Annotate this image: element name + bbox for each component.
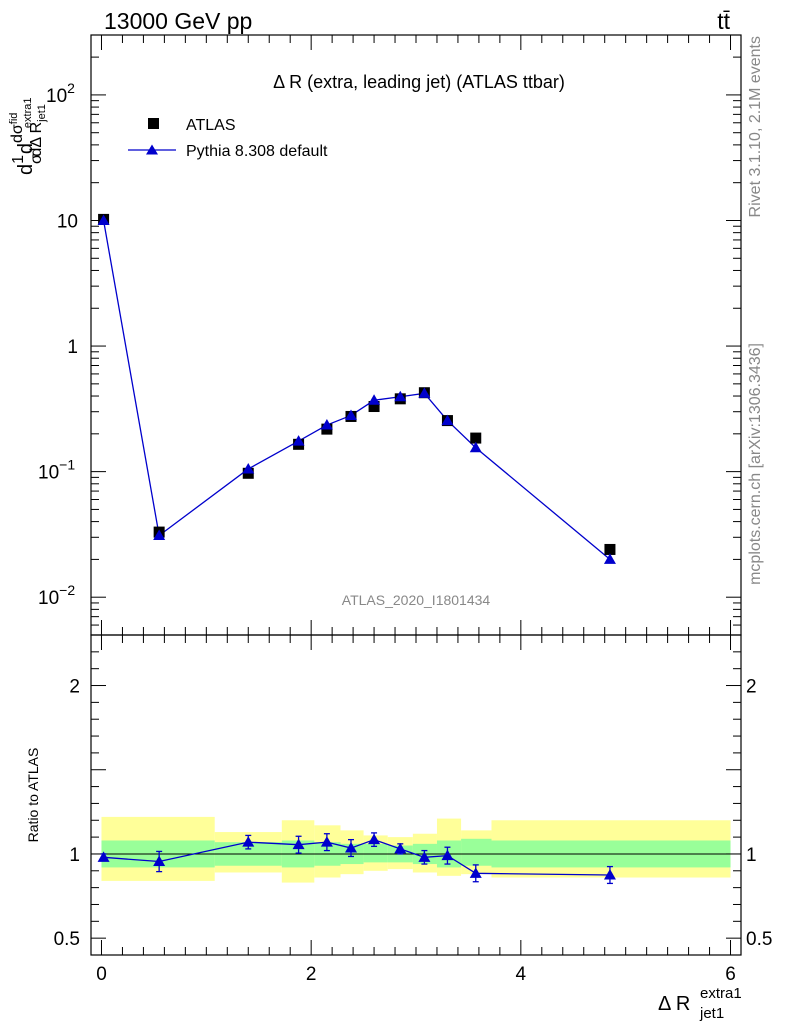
mc-point <box>469 441 482 453</box>
ratio-ylabel: Ratio to ATLAS <box>25 748 41 843</box>
mcplots-label: mcplots.cern.ch [arXiv:1306.3436] <box>747 343 764 585</box>
atlas-point <box>470 432 482 444</box>
ratio-mc-point <box>345 842 357 853</box>
ratio-ytick-label-right: 0.5 <box>746 929 772 950</box>
ratio-band-inner <box>363 843 388 863</box>
ratio-mc-point <box>320 836 333 847</box>
mc-point <box>292 435 305 446</box>
main-ytick-label: 1 <box>67 337 78 358</box>
main-title: Δ R (extra, leading jet) (ATLAS ttbar) <box>273 72 565 92</box>
ratio-mc-point <box>441 849 454 861</box>
legend-atlas-marker <box>148 118 159 129</box>
ratio-mc-point <box>394 842 407 854</box>
mc-point <box>603 553 616 564</box>
ratio-ytick-label-right: 1 <box>746 845 757 866</box>
x-axis-label-sup: extra1 <box>700 985 742 1002</box>
xtick-label: 6 <box>725 964 736 985</box>
ratio-ytick-label: 2 <box>69 677 80 698</box>
xtick-label: 0 <box>96 964 107 985</box>
ratio-mc-point <box>97 851 110 862</box>
main-ytick-label: 10−1 <box>38 457 75 484</box>
xtick-label: 4 <box>516 964 527 985</box>
mc-point <box>418 387 431 398</box>
ratio-mc-point <box>603 869 616 880</box>
main-ytick-label: 102 <box>46 80 75 107</box>
legend-mc-label: Pythia 8.308 default <box>186 143 328 160</box>
ratio-ytick-label: 0.5 <box>54 929 80 950</box>
atlas-point <box>604 543 616 555</box>
ratio-mc-point <box>368 833 381 845</box>
process-label: tt̄ <box>717 8 730 34</box>
mc-point <box>441 414 454 426</box>
mc-point <box>320 419 333 430</box>
ratio-mc-point <box>242 836 255 847</box>
atlas-point <box>368 401 380 413</box>
ratio-mc-point <box>153 855 166 867</box>
x-axis-label: Δ R <box>658 993 690 1015</box>
legend-atlas-label: ATLAS <box>186 117 236 134</box>
ratio-band-inner <box>461 838 492 866</box>
mc-point <box>394 390 407 402</box>
ratio-mc-point <box>418 851 431 862</box>
ratio-ytick-label: 1 <box>69 845 80 866</box>
rivet-label: Rivet 3.1.10, 2.1M events <box>747 36 764 217</box>
ratio-ytick-label-right: 2 <box>746 677 757 698</box>
main-ytick-label: 10 <box>57 211 78 232</box>
energy-label: 13000 GeV pp <box>104 8 252 34</box>
mc-point <box>368 394 381 405</box>
main-ytick-label: 10−2 <box>38 582 75 609</box>
ratio-mc-point <box>292 838 305 850</box>
ratio-plot-frame <box>90 634 742 956</box>
mc-point <box>97 214 110 225</box>
ratio-mc-point <box>469 867 482 878</box>
mc-point <box>345 409 357 420</box>
xtick-label: 2 <box>306 964 317 985</box>
legend: ATLAS Pythia 8.308 default <box>128 117 328 160</box>
mc-point <box>242 462 255 474</box>
legend-mc-marker <box>146 144 158 155</box>
svg-text:d1σddσfiddΔ Rjet1extra1: d1σddσfiddΔ Rjet1extra1 <box>8 98 48 175</box>
svg-text:Δ R: Δ R <box>658 993 690 1015</box>
mc-point <box>153 529 166 540</box>
mc-line <box>102 220 611 560</box>
analysis-watermark: ATLAS_2020_I1801434 <box>342 592 491 608</box>
main-ylabel: d1σddσfiddΔ Rjet1extra1 <box>8 98 48 175</box>
x-axis-label-sub: jet1 <box>699 1005 724 1022</box>
